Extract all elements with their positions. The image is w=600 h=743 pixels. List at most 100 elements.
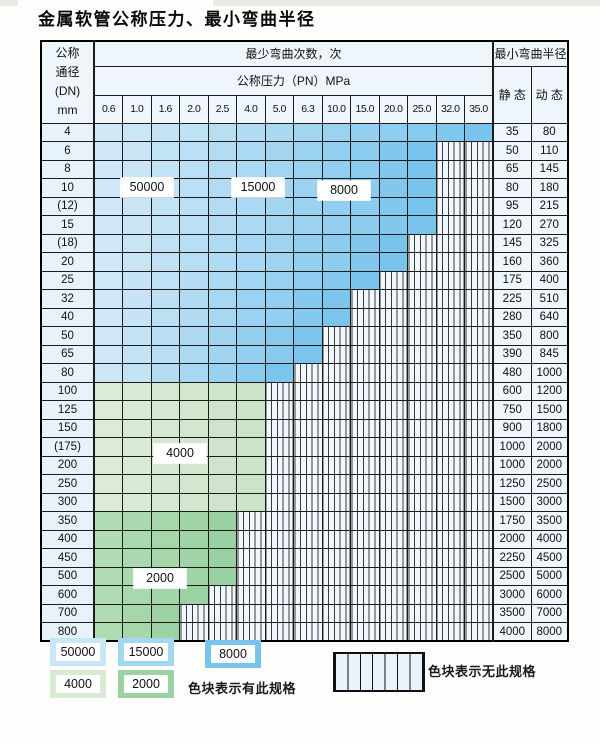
spec-cell [150,492,180,512]
table-row: 65 390 845 [40,344,569,364]
spec-cell [93,437,123,457]
nominal-pressure-header: 公称压力（PN）MPa [93,65,494,96]
no-spec-cell [236,511,266,531]
no-spec-cell [378,381,408,401]
dynamic-radius-cell: 8000 [530,622,569,642]
no-spec-cell [464,511,494,531]
spec-cell [236,381,266,401]
no-spec-cell [464,344,494,364]
dn-cell: 65 [40,344,95,364]
no-spec-cell [464,418,494,438]
no-spec-cell [378,492,408,512]
spec-cell [93,381,123,401]
no-spec-cell [321,326,351,346]
spec-cell [93,400,123,420]
table-row: 125 750 1500 [40,400,569,420]
dn-cell: 80 [40,363,95,383]
no-spec-cell [407,344,437,364]
dynamic-radius-cell: 640 [530,307,569,327]
spec-cell [179,141,209,161]
no-spec-cell [464,529,494,549]
table-row: 50 350 800 [40,326,569,346]
no-spec-cell [321,548,351,568]
spec-cell [93,289,123,309]
no-spec-cell [264,437,294,457]
static-radius-cell: 95 [492,196,532,216]
no-spec-cell [464,270,494,290]
dynamic-radius-cell: 215 [530,196,569,216]
no-spec-cell [378,585,408,605]
no-spec-cell [464,400,494,420]
no-spec-cell [321,363,351,383]
dn-cell: 40 [40,307,95,327]
no-spec-cell [236,529,266,549]
no-spec-cell [407,252,437,272]
dn-cell: (12) [40,196,95,216]
spec-cell [264,122,294,142]
legend-swatch-4000: 4000 [50,670,106,698]
no-spec-cell [236,585,266,605]
spec-cell [150,548,180,568]
spec-cell [378,233,408,253]
no-spec-cell [321,344,351,364]
dn-cell: 32 [40,289,95,309]
no-spec-cell [264,529,294,549]
spec-cell [122,233,152,253]
spec-cell [207,159,237,179]
no-spec-cell [350,400,380,420]
spec-cell [93,511,123,531]
table-row: 250 1250 2500 [40,474,569,494]
spec-cell [93,474,123,494]
no-spec-cell [407,289,437,309]
no-spec-cell [321,529,351,549]
no-spec-cell [321,566,351,586]
spec-cell [122,159,152,179]
spec-cell [236,326,266,346]
no-spec-cell [350,622,380,642]
spec-cell [150,511,180,531]
no-spec-cell [293,603,323,623]
legend-swatch-label: 50000 [56,643,100,661]
spec-cell [207,196,237,216]
spec-cell [93,603,123,623]
no-spec-cell [464,196,494,216]
spec-cell [378,141,408,161]
no-spec-cell [293,585,323,605]
no-spec-cell [321,511,351,531]
no-spec-cell [435,511,465,531]
dn-cell: 150 [40,418,95,438]
no-spec-cell [378,529,408,549]
no-spec-cell [435,585,465,605]
spec-cell [264,141,294,161]
static-radius-cell: 4000 [492,622,532,642]
spec-cell [321,270,351,290]
scan-edge-strip [0,0,600,6]
spec-cell [122,289,152,309]
no-spec-cell [435,196,465,216]
no-spec-cell [407,326,437,346]
no-spec-cell [264,381,294,401]
dn-cell: 25 [40,270,95,290]
no-spec-cell [264,400,294,420]
legend-swatch-8000: 8000 [205,640,261,668]
spec-cell [321,233,351,253]
table-row: 600 3000 6000 [40,585,569,605]
no-spec-cell [464,585,494,605]
no-spec-cell [350,381,380,401]
pressure-col-header: 4.0 [236,94,266,124]
spec-cell [150,307,180,327]
legend-swatch-label: 4000 [56,675,100,693]
no-spec-cell [321,622,351,642]
spec-cell [207,474,237,494]
spec-cell [236,344,266,364]
spec-cell [293,141,323,161]
spec-cell [407,196,437,216]
table-row: 25 175 400 [40,270,569,290]
no-spec-cell [407,622,437,642]
pressure-col-header: 6.3 [293,94,323,124]
legend-swatch-50000: 50000 [50,638,106,666]
no-spec-cell [378,437,408,457]
static-radius-cell: 120 [492,215,532,235]
no-spec-cell [350,566,380,586]
spec-cell [207,566,237,586]
